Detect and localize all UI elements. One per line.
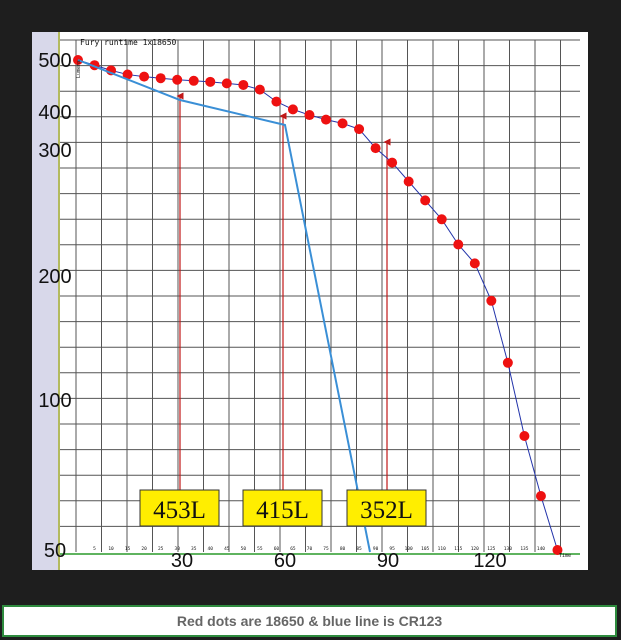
series-18650-line: [77, 59, 558, 551]
x-minor-tick-label: 35: [191, 546, 197, 552]
annotation-label-box: [139, 489, 220, 527]
x-minor-tick-label: 20: [141, 546, 147, 552]
left-axis-band: [32, 32, 58, 570]
x-minor-tick-label: 30: [174, 546, 180, 552]
x-minor-tick-label: 65: [290, 546, 296, 552]
y-tick-label: 400: [38, 102, 71, 124]
series-18650-point: [254, 84, 265, 95]
x-axis-label: Time: [559, 553, 571, 559]
series-18650-point: [354, 124, 365, 135]
series-18650-point: [205, 76, 216, 87]
x-minor-tick-label: 70: [307, 546, 313, 552]
series-18650-point: [403, 176, 414, 187]
series-18650-point: [535, 491, 546, 501]
x-minor-tick-label: 95: [389, 546, 395, 552]
y-tick-label: 50: [44, 540, 66, 562]
series-18650-point: [469, 258, 480, 269]
caption-box: Red dots are 18650 & blue line is CR123: [2, 605, 617, 637]
chart-figure: 5 10 15 20 25 30 35 40 45 50 55 60 65 70 75 80 85 90 95 100…: [32, 32, 588, 570]
series-18650-point: [188, 75, 199, 86]
x-minor-tick-label: 110: [438, 546, 446, 552]
x-major-tick-label: 90: [377, 550, 399, 570]
x-minor-tick-label: 25: [158, 546, 164, 552]
y-axis-label: Lumens: [76, 60, 82, 78]
x-minor-tick-label: 60: [274, 546, 280, 552]
series-18650-point: [337, 118, 348, 129]
x-minor-tick-label: 125: [487, 546, 495, 552]
x-minor-tick-label: 50: [241, 546, 247, 552]
series-18650-point: [453, 239, 464, 250]
series-18650-point: [502, 357, 513, 368]
x-minor-tick-label: 80: [340, 546, 346, 552]
x-minor-tick-label: 105: [421, 546, 429, 552]
x-minor-tick-label: 140: [537, 546, 545, 552]
x-minor-tick-label: 100: [405, 546, 413, 552]
y-tick-label: 200: [38, 266, 71, 288]
x-minor-tick-label: 55: [257, 546, 263, 552]
series-cr123-line: [77, 59, 371, 553]
runtime-chart: 5 10 15 20 25 30 35 40 45 50 55 60 65 70 75 80 85 90 95 100…: [32, 32, 580, 570]
caption-text: Red dots are 18650 & blue line is CR123: [176, 613, 443, 629]
y-tick-label: 100: [38, 390, 71, 412]
x-minor-tick-label: 15: [125, 546, 131, 552]
x-minor-tick-label: 85: [356, 546, 362, 552]
series-18650-point: [304, 110, 315, 121]
series-18650-point: [436, 214, 447, 225]
series-18650-point: [155, 73, 166, 84]
x-minor-tick-label: 45: [224, 546, 230, 552]
x-minor-tick-label: 130: [504, 546, 512, 552]
series-18650-point: [420, 195, 431, 206]
series-18650-point: [321, 114, 331, 125]
series-18650-point: [370, 143, 381, 154]
series-18650-point: [271, 96, 282, 107]
series-18650-point: [238, 79, 249, 90]
series-18650-point: [486, 295, 497, 306]
series-18650-point: [172, 74, 183, 85]
series-18650-point: [519, 431, 530, 441]
annotation-label: 453L: [139, 489, 220, 527]
x-minor-tick-label: 120: [471, 546, 479, 552]
annotation-label-text: 453L: [153, 497, 206, 524]
series-18650-point: [139, 71, 150, 82]
y-tick-label: 500: [38, 50, 71, 72]
x-minor-tick-label: 10: [108, 546, 114, 552]
series-18650-point: [552, 545, 563, 555]
x-minor-tick-label: 5: [93, 546, 96, 552]
y-tick-label: 300: [38, 140, 71, 162]
x-minor-tick-label: 75: [323, 546, 329, 552]
series-18650-point: [221, 78, 232, 89]
x-minor-tick-label: 40: [208, 546, 214, 552]
x-major-tick-label: 120: [473, 550, 506, 570]
series-18650-point: [122, 69, 133, 80]
series-18650-point: [387, 157, 398, 168]
x-minor-tick-label: 115: [454, 546, 462, 552]
x-major-tick-label: 30: [171, 550, 193, 570]
annotation-label: 415L: [242, 489, 323, 527]
annotation-label-text: 415L: [256, 497, 309, 524]
annotation-label: 352L: [346, 489, 427, 527]
chart-title: Fury runtime 1x18650: [80, 38, 177, 47]
annotation-label-box: [346, 489, 427, 527]
x-major-tick-label: 60: [274, 550, 296, 570]
annotation-label-text: 352L: [360, 497, 413, 524]
series-18650-point: [287, 104, 298, 115]
x-minor-tick-label: 90: [373, 546, 379, 552]
x-minor-tick-label: 135: [520, 546, 528, 552]
annotation-label-box: [242, 489, 323, 527]
